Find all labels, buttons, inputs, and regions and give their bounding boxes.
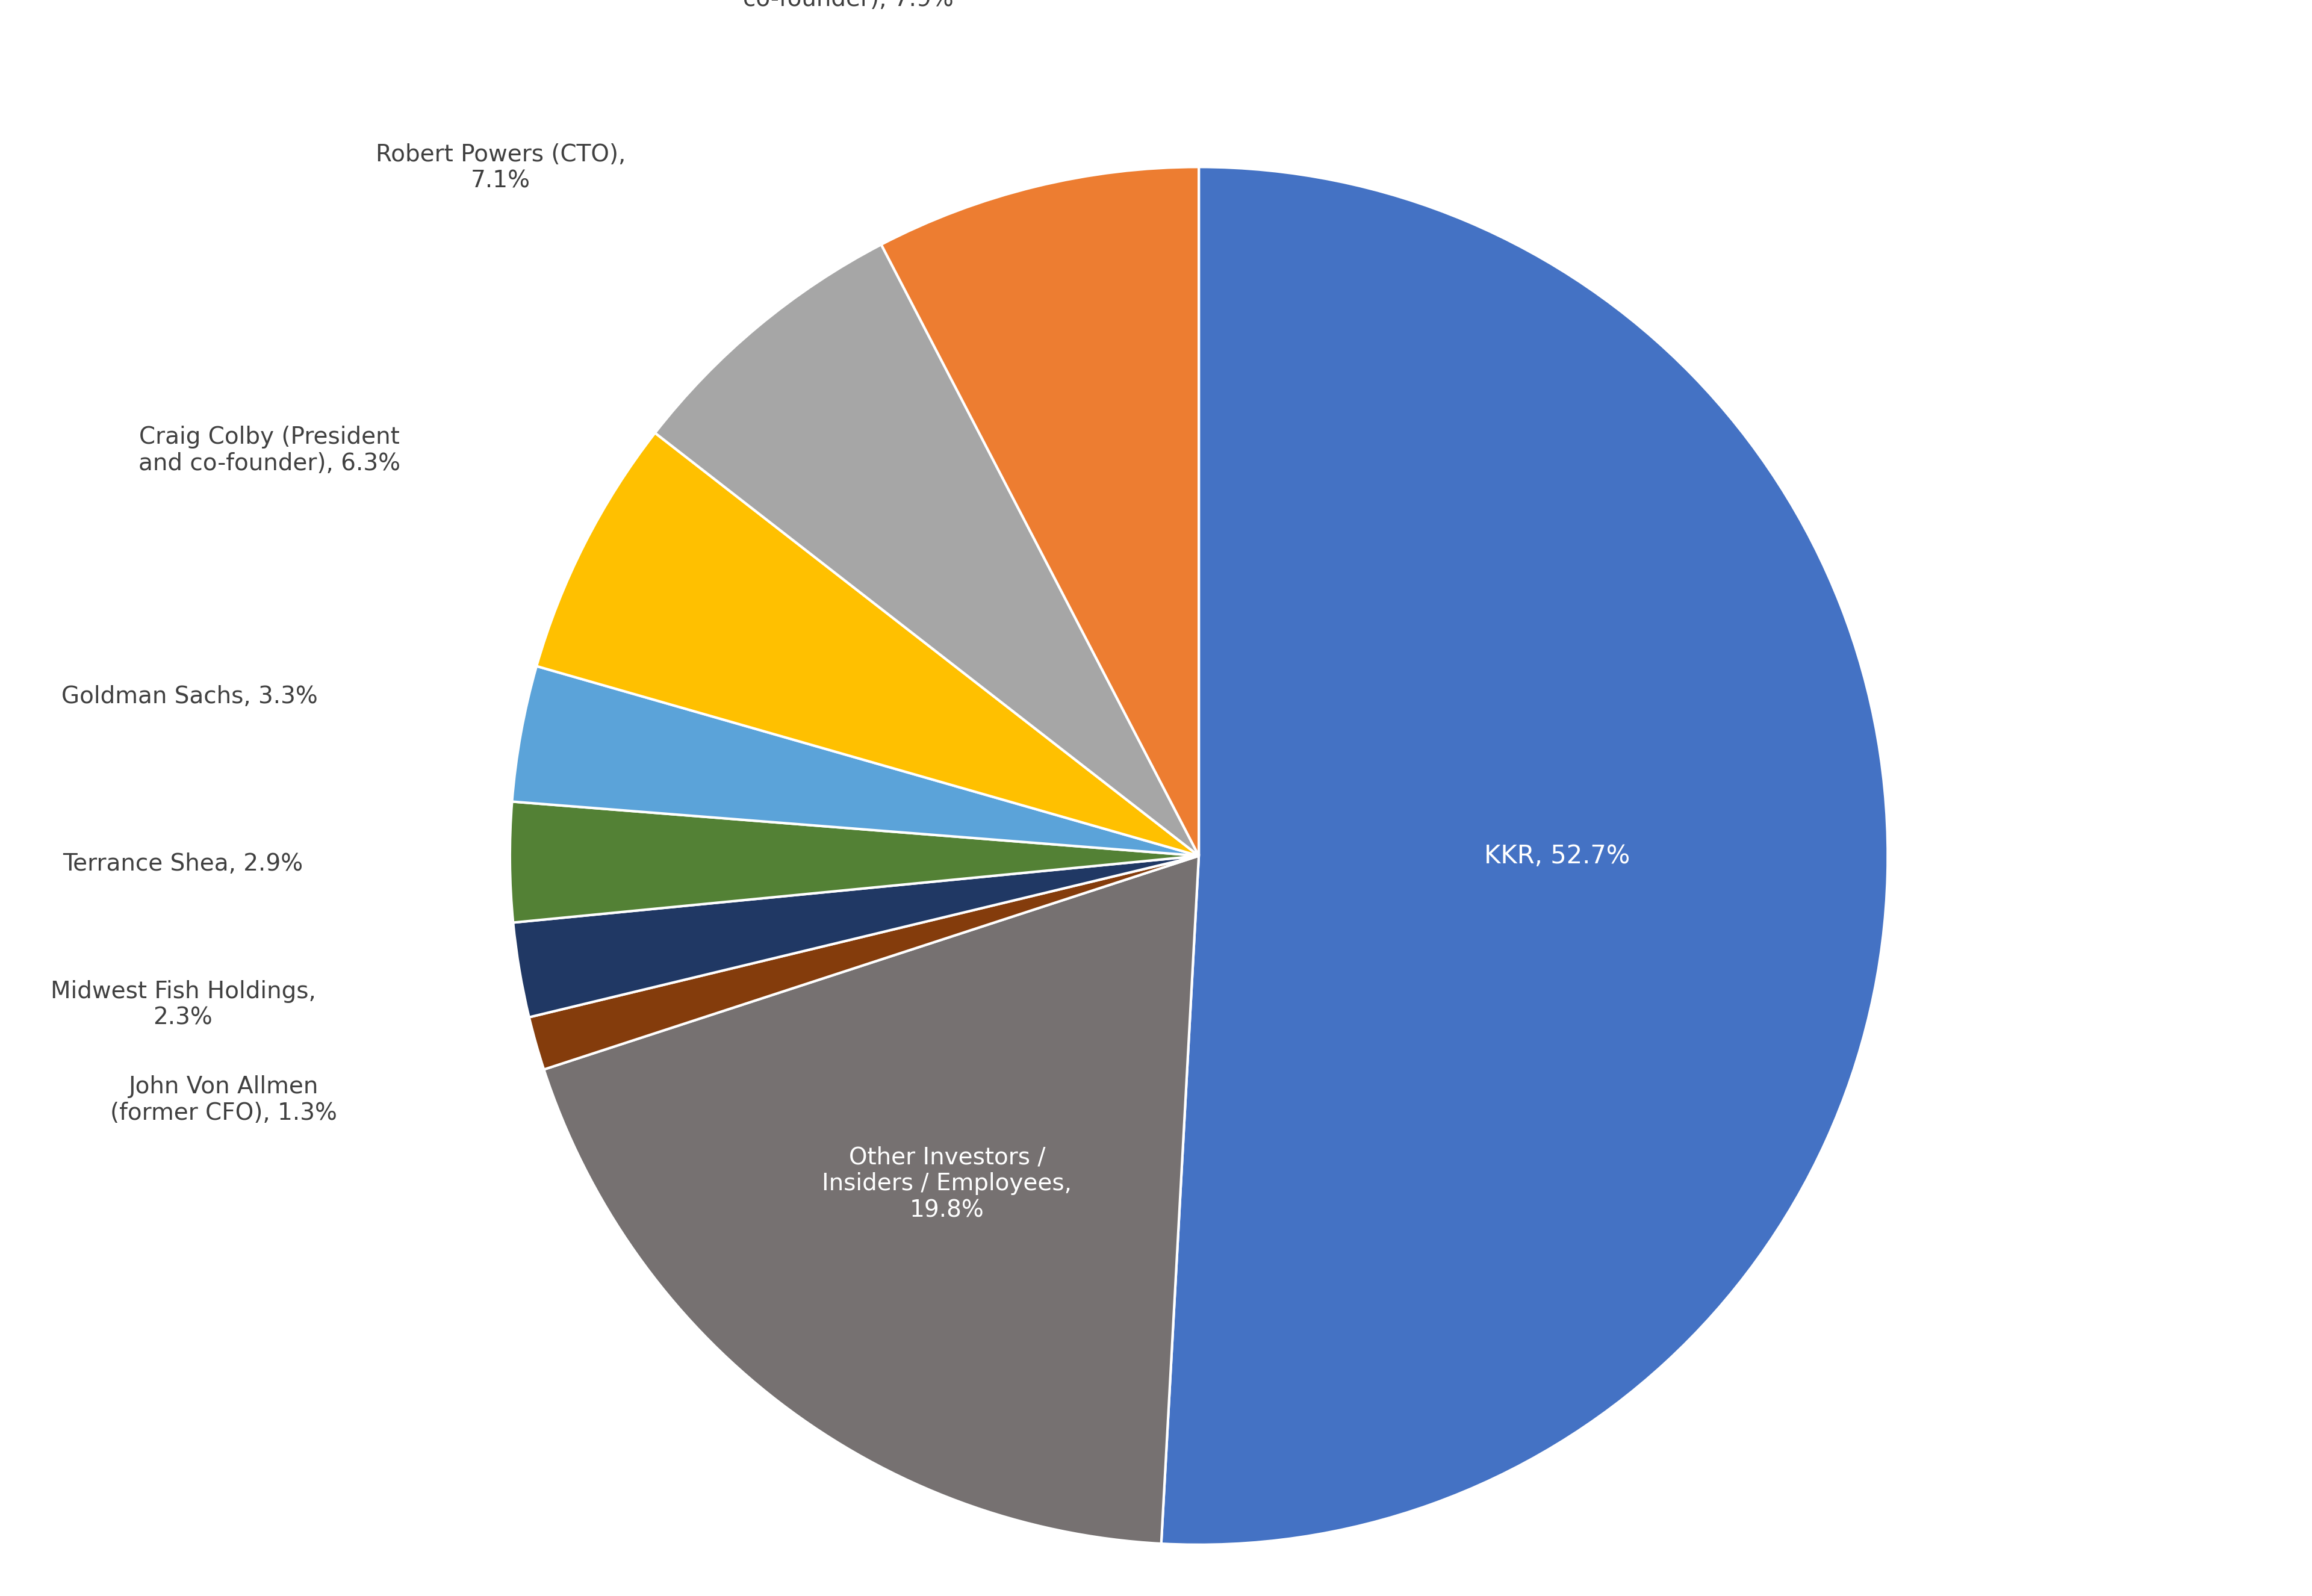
Text: Midwest Fish Holdings,
2.3%: Midwest Fish Holdings, 2.3% — [51, 980, 317, 1029]
Wedge shape — [511, 801, 1200, 922]
Text: Goldman Sachs, 3.3%: Goldman Sachs, 3.3% — [60, 685, 317, 709]
Text: Other Investors /
Insiders / Employees,
19.8%: Other Investors / Insiders / Employees, … — [823, 1146, 1073, 1221]
Wedge shape — [654, 244, 1200, 855]
Wedge shape — [511, 666, 1200, 855]
Wedge shape — [881, 168, 1200, 855]
Wedge shape — [536, 433, 1200, 855]
Text: Thomas Shea (CEO and
co-founder), 7.9%: Thomas Shea (CEO and co-founder), 7.9% — [710, 0, 987, 11]
Wedge shape — [1161, 168, 1887, 1545]
Text: Craig Colby (President
and co-founder), 6.3%: Craig Colby (President and co-founder), … — [139, 426, 400, 476]
Text: Terrance Shea, 2.9%: Terrance Shea, 2.9% — [62, 852, 303, 876]
Text: KKR, 52.7%: KKR, 52.7% — [1484, 843, 1630, 868]
Text: Robert Powers (CTO),
7.1%: Robert Powers (CTO), 7.1% — [375, 144, 627, 193]
Wedge shape — [529, 855, 1200, 1069]
Wedge shape — [543, 855, 1200, 1543]
Text: John Von Allmen
(former CFO), 1.3%: John Von Allmen (former CFO), 1.3% — [111, 1076, 338, 1125]
Wedge shape — [513, 855, 1200, 1017]
